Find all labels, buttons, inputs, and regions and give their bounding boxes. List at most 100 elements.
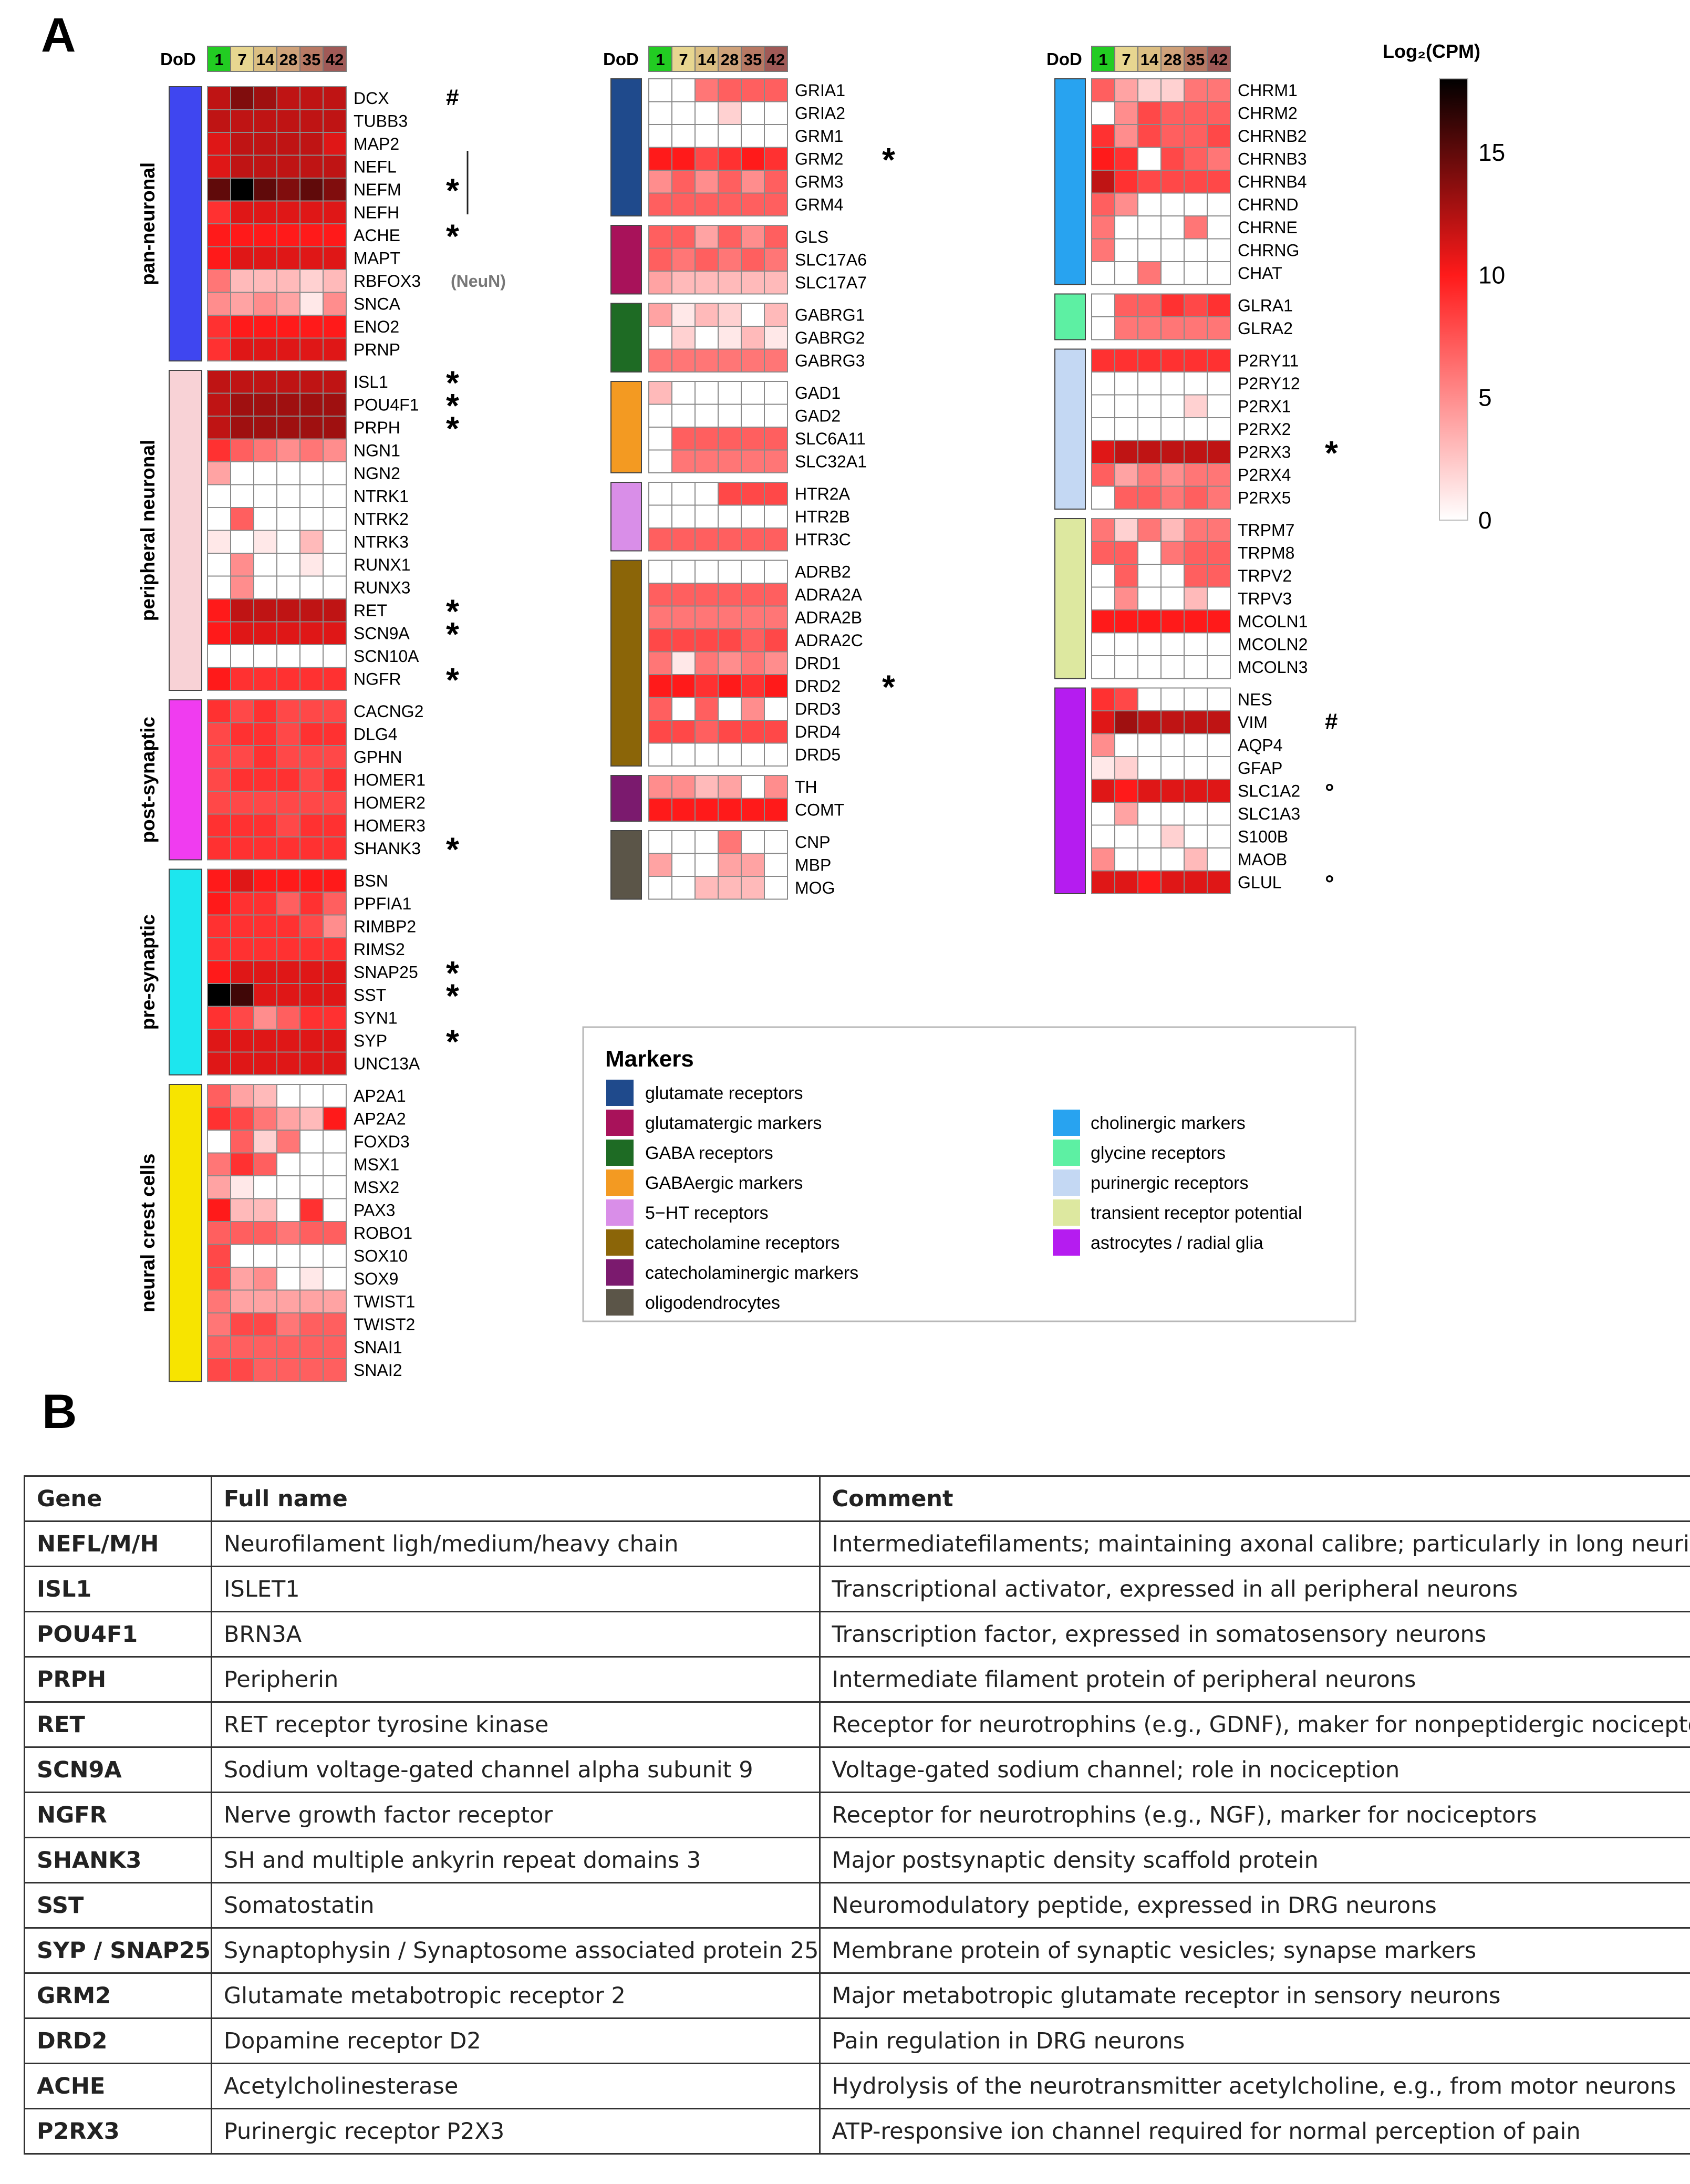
- heat-cell: [276, 1084, 300, 1108]
- heat-cell: [276, 154, 300, 179]
- heat-cell: [207, 246, 231, 270]
- heat-cell: [207, 1358, 231, 1382]
- heat-cell: [1184, 710, 1208, 734]
- heat-cell: [1184, 733, 1208, 757]
- legend-item-label: transient receptor potential: [1091, 1203, 1302, 1223]
- heat-cell: [648, 403, 672, 428]
- significance-mark: °: [1325, 871, 1334, 897]
- heat-cell: [764, 403, 788, 428]
- comment-cell: Receptor for neurotrophins (e.g., NGF), …: [818, 1792, 1690, 1838]
- heat-cell: [276, 914, 300, 938]
- heat-cell: [253, 154, 277, 179]
- heat-cell: [1137, 802, 1162, 826]
- heat-cell: [1207, 261, 1231, 285]
- gene-cell: RET: [24, 1701, 212, 1748]
- gene-label: SLC32A1: [795, 452, 867, 471]
- heat-cell: [1160, 463, 1185, 487]
- heat-cell: [671, 527, 696, 552]
- heat-cell: [718, 605, 742, 629]
- gene-label: NGN1: [354, 441, 400, 460]
- gene-label: AQP4: [1238, 736, 1282, 755]
- heat-cell: [323, 292, 347, 316]
- heat-cell: [276, 200, 300, 224]
- heat-cell: [671, 427, 696, 451]
- heat-cell: [207, 223, 231, 247]
- heat-cell: [1184, 655, 1208, 679]
- heat-cell: [694, 775, 719, 799]
- significance-mark: *: [446, 593, 459, 630]
- heat-cell: [1091, 78, 1115, 102]
- heat-cell: [1160, 238, 1185, 262]
- heat-cell: [718, 742, 742, 767]
- heat-cell: [230, 836, 254, 861]
- heat-cell: [323, 1289, 347, 1313]
- dod-day-label: 1: [1098, 50, 1107, 69]
- heat-cell: [1160, 802, 1185, 826]
- heat-cell: [764, 303, 788, 327]
- heat-cell: [323, 132, 347, 156]
- heat-cell: [764, 628, 788, 653]
- heat-cell: [323, 392, 347, 417]
- heat-cell: [253, 178, 277, 202]
- heat-cell: [694, 830, 719, 854]
- dod-day-cell: [1207, 46, 1231, 72]
- legend-swatch: [1053, 1110, 1080, 1136]
- heat-cell: [299, 914, 324, 938]
- heat-cell: [276, 983, 300, 1007]
- heat-cell: [276, 1130, 300, 1154]
- gene-label: HOMER1: [354, 771, 426, 790]
- heat-cell: [648, 628, 672, 653]
- legend-swatch: [606, 1110, 634, 1136]
- heat-cell: [1207, 485, 1231, 510]
- heat-cell: [253, 553, 277, 577]
- heat-cell: [694, 326, 719, 350]
- gene-label: CHRNG: [1238, 241, 1299, 260]
- heat-cell: [299, 246, 324, 270]
- heat-cell: [694, 876, 719, 900]
- full-name-cell: Sodium voltage-gated channel alpha subun…: [210, 1746, 821, 1793]
- full-name-cell: Dopamine receptor D2: [210, 2017, 821, 2064]
- table-row: NEFL/M/H Neurofilament ligh/medium/heavy …: [24, 1520, 1690, 1567]
- gene-label: GPHN: [354, 748, 402, 767]
- heat-cell: [1137, 779, 1162, 803]
- heat-cell: [253, 86, 277, 110]
- heat-cell: [1114, 101, 1138, 125]
- gene-cell: PRPH: [24, 1656, 212, 1703]
- heat-cell: [323, 722, 347, 746]
- heat-cell: [299, 1051, 324, 1075]
- legend-swatch: [1053, 1140, 1080, 1166]
- dod-label: DoD: [160, 49, 196, 69]
- heat-cell: [1137, 192, 1162, 216]
- heat-cell: [299, 575, 324, 599]
- gene-label: P2RX3: [1238, 443, 1291, 462]
- heat-cell: [323, 507, 347, 531]
- heat-cell: [1184, 348, 1208, 372]
- heat-cell: [299, 960, 324, 984]
- heat-cell: [718, 720, 742, 744]
- heat-cell: [323, 1312, 347, 1337]
- heat-cell: [276, 621, 300, 645]
- gene-label: HTR3C: [795, 530, 851, 549]
- heat-cell: [1160, 78, 1185, 102]
- heat-cell: [253, 1051, 277, 1075]
- dod-day-cell: [764, 46, 788, 72]
- heat-cell: [694, 427, 719, 451]
- heat-cell: [741, 348, 765, 372]
- gene-label: PAX3: [354, 1201, 395, 1220]
- dod-day-label: 35: [744, 50, 762, 69]
- heat-cell: [253, 937, 277, 961]
- heat-cell: [207, 722, 231, 746]
- heat-cell: [1137, 541, 1162, 565]
- heat-cell: [741, 78, 765, 102]
- heat-cell: [207, 132, 231, 156]
- heat-cell: [323, 109, 347, 133]
- legend-box: [582, 1026, 1356, 1322]
- colorbar-gradient: [1439, 78, 1468, 521]
- heat-cell: [741, 560, 765, 584]
- heat-cell: [299, 416, 324, 440]
- heat-cell: [253, 1175, 277, 1199]
- gene-label: GRIA1: [795, 81, 845, 100]
- gene-label: SLC6A11: [795, 429, 866, 448]
- heat-cell: [1137, 609, 1162, 634]
- heat-cell: [764, 225, 788, 249]
